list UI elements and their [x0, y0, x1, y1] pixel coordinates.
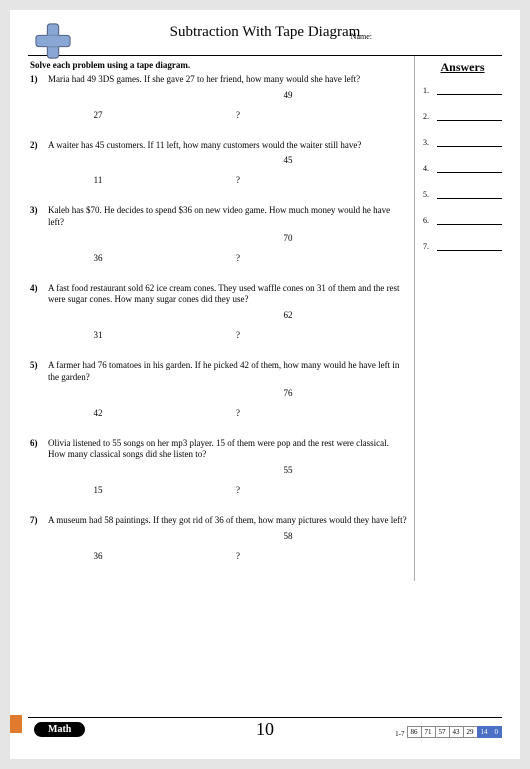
score-scale: 1-7 86 71 57 43 29 14 0 [395, 726, 502, 738]
tape-unknown: ? [148, 485, 328, 495]
content-area: Solve each problem using a tape diagram.… [28, 56, 502, 581]
scale-cell: 43 [449, 726, 464, 738]
problem-number: 7) [30, 515, 48, 527]
tape-unknown: ? [148, 175, 328, 185]
answer-blank-4: 4. [423, 163, 502, 173]
tape-part: 36 [48, 551, 148, 561]
problem-text: A farmer had 76 tomatoes in his garden. … [48, 360, 408, 383]
plus-logo-icon [34, 22, 72, 60]
paper-area: Subtraction With Tape Diagram Name: Solv… [28, 22, 502, 741]
tape-diagram: 58 36? [48, 531, 408, 561]
tape-part: 11 [48, 175, 148, 185]
problem-6: 6)Olivia listened to 55 songs on her mp3… [28, 438, 408, 495]
problem-7: 7)A museum had 58 paintings. If they got… [28, 515, 408, 561]
blank-line [437, 85, 502, 95]
answer-blank-3: 3. [423, 137, 502, 147]
problem-text: Olivia listened to 55 songs on her mp3 p… [48, 438, 408, 461]
problem-4: 4)A fast food restaurant sold 62 ice cre… [28, 283, 408, 340]
problem-number: 3) [30, 205, 48, 228]
tape-part: 42 [48, 408, 148, 418]
worksheet-title: Subtraction With Tape Diagram [28, 24, 502, 41]
footer: Math 10 1-7 86 71 57 43 29 14 0 [28, 717, 502, 741]
tape-unknown: ? [148, 408, 328, 418]
blank-line [437, 111, 502, 121]
answer-num: 6. [423, 216, 433, 225]
tape-unknown: ? [148, 253, 328, 263]
answer-num: 2. [423, 112, 433, 121]
tape-total: 49 [48, 90, 408, 100]
problems-column: Solve each problem using a tape diagram.… [28, 56, 414, 581]
answers-heading: Answers [423, 60, 502, 75]
tape-unknown: ? [148, 330, 328, 340]
blank-line [437, 189, 502, 199]
tape-unknown: ? [148, 551, 328, 561]
answer-num: 3. [423, 138, 433, 147]
scale-label: 1-7 [395, 730, 404, 738]
tape-total: 76 [48, 388, 408, 398]
tape-diagram: 49 27? [48, 90, 408, 120]
problem-text: A waiter has 45 customers. If 11 left, h… [48, 140, 408, 152]
tape-diagram: 76 42? [48, 388, 408, 418]
problem-text: Maria had 49 3DS games. If she gave 27 t… [48, 74, 408, 86]
problem-text: A museum had 58 paintings. If they got r… [48, 515, 408, 527]
tape-diagram: 55 15? [48, 465, 408, 495]
answer-num: 7. [423, 242, 433, 251]
name-label: Name: [351, 32, 372, 41]
problem-number: 6) [30, 438, 48, 461]
tape-diagram: 70 36? [48, 233, 408, 263]
problem-number: 4) [30, 283, 48, 306]
problem-2: 2)A waiter has 45 customers. If 11 left,… [28, 140, 408, 186]
tape-total: 70 [48, 233, 408, 243]
tape-diagram: 62 31? [48, 310, 408, 340]
answer-blank-7: 7. [423, 241, 502, 251]
tape-total: 58 [48, 531, 408, 541]
answer-num: 5. [423, 190, 433, 199]
tape-total: 55 [48, 465, 408, 475]
tape-total: 62 [48, 310, 408, 320]
blank-line [437, 215, 502, 225]
blank-line [437, 241, 502, 251]
tape-diagram: 45 11? [48, 155, 408, 185]
answer-blank-5: 5. [423, 189, 502, 199]
answer-num: 1. [423, 86, 433, 95]
problem-number: 1) [30, 74, 48, 86]
blank-line [437, 163, 502, 173]
tape-part: 36 [48, 253, 148, 263]
problem-text: Kaleb has $70. He decides to spend $36 o… [48, 205, 408, 228]
answer-blank-2: 2. [423, 111, 502, 121]
scale-cell: 71 [421, 726, 436, 738]
problem-3: 3)Kaleb has $70. He decides to spend $36… [28, 205, 408, 262]
tape-unknown: ? [148, 110, 328, 120]
scale-cell: 57 [435, 726, 450, 738]
scale-cell-highlight: 14 [477, 726, 492, 738]
problem-number: 2) [30, 140, 48, 152]
problem-text: A fast food restaurant sold 62 ice cream… [48, 283, 408, 306]
scale-cell: 29 [463, 726, 478, 738]
tape-part: 31 [48, 330, 148, 340]
answer-blank-1: 1. [423, 85, 502, 95]
answer-blank-6: 6. [423, 215, 502, 225]
math-badge: Math [34, 722, 85, 737]
problem-5: 5)A farmer had 76 tomatoes in his garden… [28, 360, 408, 417]
worksheet-page: Subtraction With Tape Diagram Name: Solv… [10, 10, 520, 759]
scale-cell: 86 [407, 726, 422, 738]
answers-column: Answers 1. 2. 3. 4. 5. 6. 7. [414, 56, 502, 581]
instruction-text: Solve each problem using a tape diagram. [28, 56, 408, 74]
problem-number: 5) [30, 360, 48, 383]
tape-total: 45 [48, 155, 408, 165]
answer-num: 4. [423, 164, 433, 173]
page-number: 10 [256, 719, 274, 740]
tape-part: 27 [48, 110, 148, 120]
problem-1: 1)Maria had 49 3DS games. If she gave 27… [28, 74, 408, 120]
tape-part: 15 [48, 485, 148, 495]
orange-tab [10, 715, 22, 733]
blank-line [437, 137, 502, 147]
scale-cell-highlight: 0 [491, 726, 503, 738]
